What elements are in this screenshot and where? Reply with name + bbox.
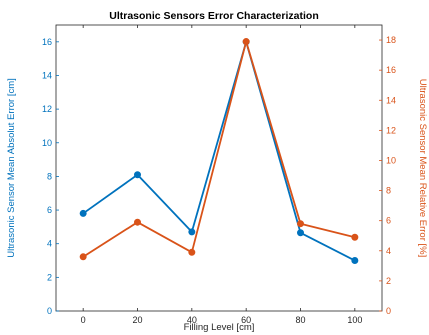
x-tick-label: 40 bbox=[187, 315, 197, 325]
left-y-tick-label: 12 bbox=[42, 104, 52, 114]
x-tick-label: 100 bbox=[347, 315, 362, 325]
data-point-right bbox=[351, 233, 359, 241]
right-y-tick-label: 10 bbox=[386, 155, 396, 165]
left-y-axis-ticks: 0 2 4 6 8 10 12 14 16 bbox=[42, 37, 59, 316]
data-point-right bbox=[297, 220, 304, 228]
x-tick-label: 80 bbox=[295, 315, 305, 325]
right-y-tick-label: 18 bbox=[386, 35, 396, 45]
left-y-tick-label: 16 bbox=[42, 37, 52, 47]
left-y-tick-label: 0 bbox=[47, 306, 52, 316]
left-y-tick-label: 8 bbox=[47, 171, 52, 181]
series-line-left bbox=[82, 40, 356, 262]
left-y-axis-label: Ultrasonic Sensor Mean Absolut Error [cm… bbox=[6, 78, 17, 258]
right-y-tick-label: 6 bbox=[386, 216, 391, 226]
x-axis-ticks: 0 20 40 60 80 100 bbox=[81, 25, 362, 325]
left-y-tick-label: 10 bbox=[42, 138, 52, 148]
right-y-tick-label: 4 bbox=[386, 246, 391, 256]
data-point-right bbox=[79, 253, 87, 261]
data-point-right bbox=[134, 218, 141, 226]
right-y-tick-label: 8 bbox=[386, 186, 391, 196]
data-point-right bbox=[242, 38, 250, 46]
left-y-tick-label: 6 bbox=[47, 205, 52, 215]
x-tick-label: 0 bbox=[81, 315, 86, 325]
x-tick-label: 20 bbox=[132, 315, 142, 325]
data-point-left bbox=[351, 257, 359, 265]
series-group bbox=[79, 38, 359, 265]
right-y-tick-label: 16 bbox=[386, 65, 396, 75]
data-point-left bbox=[188, 228, 196, 236]
series-line-right bbox=[82, 40, 356, 258]
data-point-left bbox=[297, 229, 304, 237]
chart-title: Ultrasonic Sensors Error Characterizatio… bbox=[109, 10, 318, 22]
x-axis-label: Filling Level [cm] bbox=[184, 322, 255, 333]
data-point-left bbox=[134, 171, 141, 179]
x-tick-label: 60 bbox=[241, 315, 251, 325]
data-point-right bbox=[188, 248, 196, 256]
right-y-axis-ticks: 0 2 4 6 8 10 12 14 16 18 bbox=[379, 35, 396, 316]
plot-area bbox=[55, 24, 383, 312]
right-y-tick-label: 2 bbox=[386, 276, 391, 286]
left-y-tick-label: 4 bbox=[47, 239, 52, 249]
right-y-tick-label: 0 bbox=[386, 306, 391, 316]
left-y-tick-label: 14 bbox=[42, 70, 52, 80]
left-y-tick-label: 2 bbox=[47, 272, 52, 282]
data-point-left bbox=[79, 209, 87, 217]
right-y-axis-label: Ultrasonic Sensor Mean Relative Error [%… bbox=[417, 79, 428, 257]
right-y-tick-label: 14 bbox=[386, 95, 396, 105]
right-y-tick-label: 12 bbox=[386, 125, 396, 135]
